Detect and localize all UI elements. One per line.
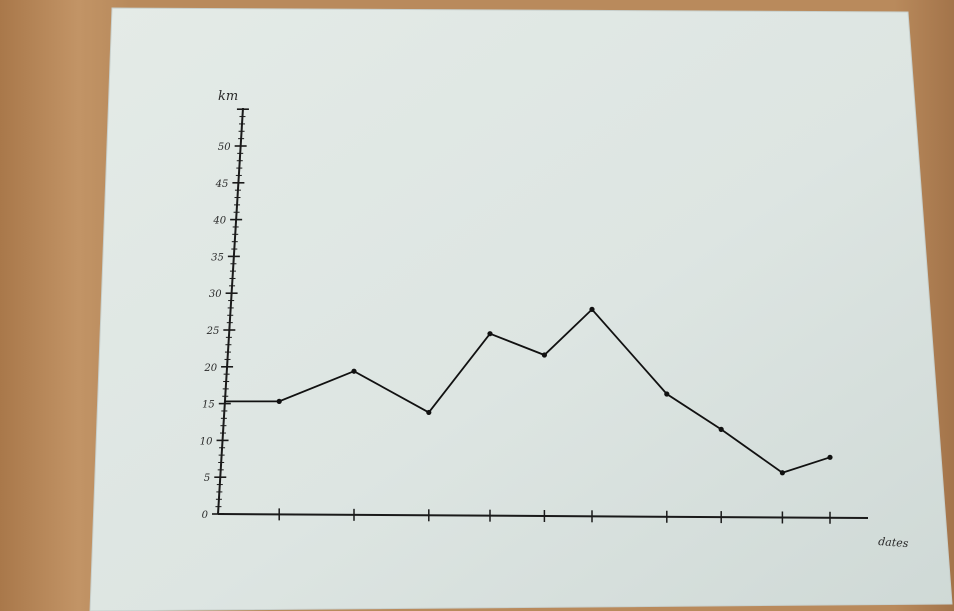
data-point — [718, 426, 724, 432]
data-point — [664, 391, 670, 397]
y-tick-label: 30 — [209, 289, 222, 300]
data-point — [589, 306, 595, 312]
x-axis-label: dates — [878, 535, 909, 550]
data-point — [487, 331, 493, 337]
y-tick-label: 20 — [203, 363, 217, 374]
y-tick-label: 35 — [211, 252, 224, 263]
data-point — [351, 368, 357, 374]
y-tick-label: 40 — [212, 216, 226, 227]
paper-sheet — [89, 7, 953, 611]
series-points — [276, 306, 833, 476]
y-tick-label: 0 — [202, 510, 209, 521]
y-axis-ticks: 0 5 10 15 20 25 30 35 40 45 50 — [200, 108, 249, 521]
x-axis-ticks — [278, 508, 831, 524]
data-point — [426, 409, 432, 416]
data-point — [541, 352, 548, 358]
data-point — [779, 470, 786, 476]
y-axis-label: km — [218, 89, 238, 104]
y-tick-label: 5 — [204, 473, 210, 484]
x-axis-line — [217, 513, 869, 519]
data-point — [827, 454, 833, 460]
y-tick-label: 10 — [200, 436, 213, 447]
y-tick-label: 45 — [215, 179, 229, 190]
data-point — [276, 398, 282, 404]
y-tick-label: 50 — [218, 142, 231, 153]
y-tick-label: 15 — [202, 400, 215, 411]
y-tick-label: 25 — [206, 326, 220, 337]
